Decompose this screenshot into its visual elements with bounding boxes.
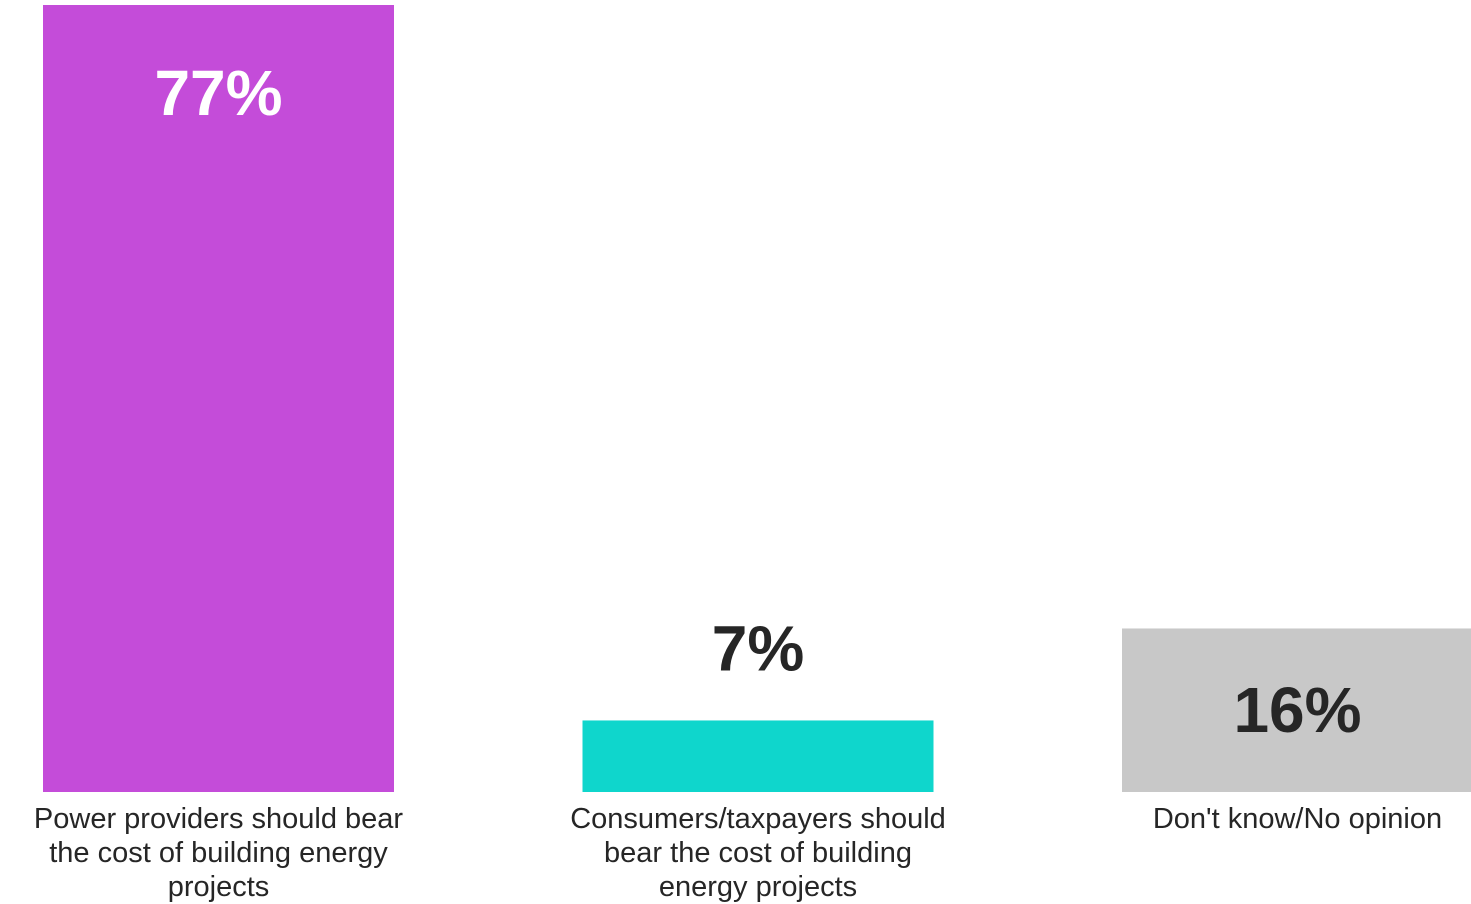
category-label-1-line-3: projects <box>168 871 270 903</box>
category-label-2-line-3: energy projects <box>659 871 857 903</box>
category-label-1-line-1: Power providers should bear <box>34 803 403 835</box>
bars-group <box>43 5 1471 792</box>
category-label-2-line-1: Consumers/taxpayers should <box>570 803 946 835</box>
category-label-2: Consumers/taxpayers should bear the cost … <box>570 803 946 903</box>
category-labels-group: Power providers should bear the cost of b… <box>34 803 1442 903</box>
category-label-1-line-2: the cost of building energy <box>49 837 388 869</box>
category-label-3-line-1: Don't know/No opinion <box>1153 803 1442 835</box>
bar-2 <box>582 720 934 792</box>
bar-1-value-label: 77% <box>154 57 282 129</box>
category-label-1: Power providers should bear the cost of b… <box>34 803 403 903</box>
bar-2-value-label: 7% <box>712 612 805 684</box>
bar-1 <box>43 5 394 792</box>
bar-3-value-label: 16% <box>1233 674 1361 746</box>
category-label-2-line-2: bear the cost of building <box>604 837 912 869</box>
value-labels-group: 77% 7% 16% <box>154 57 1361 746</box>
bar-3 <box>1122 628 1471 792</box>
category-label-3: Don't know/No opinion <box>1153 803 1442 835</box>
